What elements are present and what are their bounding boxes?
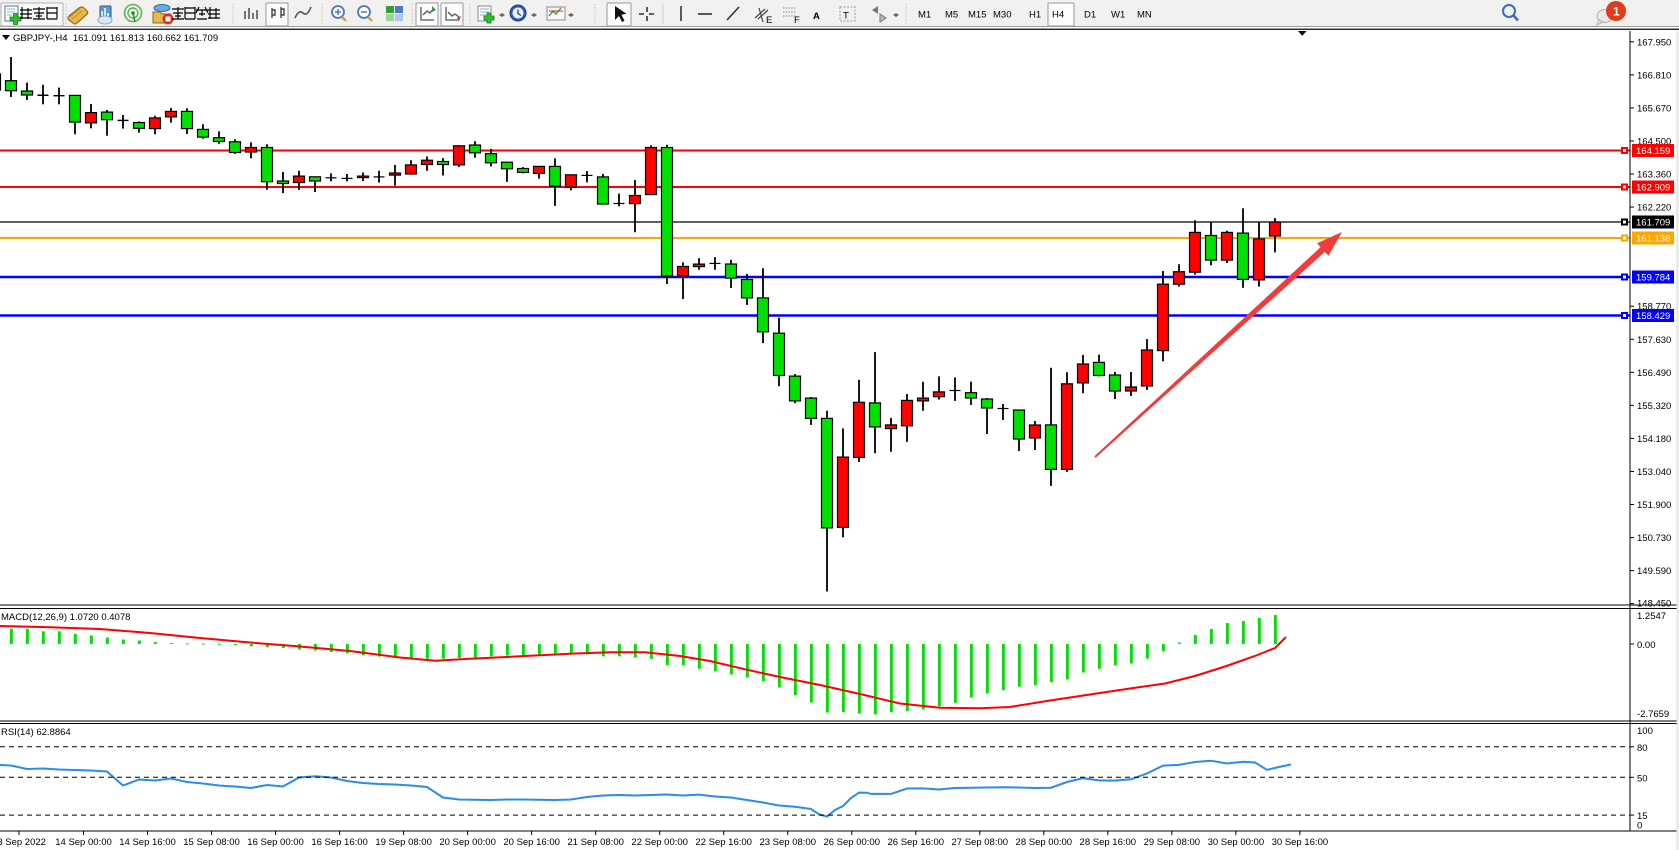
svg-text:22 Sep 16:00: 22 Sep 16:00 xyxy=(695,837,752,848)
svg-text:A: A xyxy=(813,11,820,22)
svg-text:26 Sep 16:00: 26 Sep 16:00 xyxy=(887,837,944,848)
svg-text:M15: M15 xyxy=(968,10,986,21)
svg-text:RSI(14) 62.8864: RSI(14) 62.8864 xyxy=(1,727,71,738)
svg-text:0.00: 0.00 xyxy=(1637,640,1656,651)
svg-text:14 Sep 16:00: 14 Sep 16:00 xyxy=(119,837,176,848)
svg-text:H1: H1 xyxy=(1029,10,1041,21)
svg-text:MACD(12,26,9) 1.0720 0.4078: MACD(12,26,9) 1.0720 0.4078 xyxy=(1,612,130,623)
svg-text:164.500: 164.500 xyxy=(1637,136,1671,147)
svg-text:13 Sep 2022: 13 Sep 2022 xyxy=(0,837,46,848)
svg-text:158.429: 158.429 xyxy=(1636,311,1670,322)
svg-text:153.040: 153.040 xyxy=(1637,467,1671,478)
svg-text:165.670: 165.670 xyxy=(1637,103,1671,114)
svg-text:26 Sep 00:00: 26 Sep 00:00 xyxy=(823,837,880,848)
svg-text:15 Sep 08:00: 15 Sep 08:00 xyxy=(183,837,240,848)
svg-text:159.784: 159.784 xyxy=(1636,273,1670,284)
svg-text:1.2547: 1.2547 xyxy=(1637,611,1666,622)
svg-text:29 Sep 08:00: 29 Sep 08:00 xyxy=(1144,837,1201,848)
svg-text:150.730: 150.730 xyxy=(1637,533,1671,544)
svg-text:164.159: 164.159 xyxy=(1636,146,1670,157)
svg-text:21 Sep 08:00: 21 Sep 08:00 xyxy=(567,837,624,848)
svg-text:M5: M5 xyxy=(945,10,958,21)
svg-text:D1: D1 xyxy=(1084,10,1096,21)
svg-text:22 Sep 00:00: 22 Sep 00:00 xyxy=(631,837,688,848)
svg-text:50: 50 xyxy=(1637,773,1648,784)
svg-text:30 Sep 00:00: 30 Sep 00:00 xyxy=(1208,837,1265,848)
svg-text:0: 0 xyxy=(1637,821,1642,832)
svg-text:30 Sep 16:00: 30 Sep 16:00 xyxy=(1272,837,1329,848)
svg-text:MN: MN xyxy=(1137,10,1152,21)
svg-text:14 Sep 00:00: 14 Sep 00:00 xyxy=(55,837,112,848)
svg-text:16 Sep 00:00: 16 Sep 00:00 xyxy=(247,837,304,848)
svg-text:20 Sep 00:00: 20 Sep 00:00 xyxy=(439,837,496,848)
svg-text:19 Sep 08:00: 19 Sep 08:00 xyxy=(375,837,432,848)
svg-text:161.709: 161.709 xyxy=(1636,218,1670,229)
svg-text:166.810: 166.810 xyxy=(1637,70,1671,81)
svg-text:-2.7659: -2.7659 xyxy=(1637,709,1669,720)
svg-text:27 Sep 08:00: 27 Sep 08:00 xyxy=(952,837,1009,848)
svg-text:T: T xyxy=(843,11,849,22)
svg-text:151.900: 151.900 xyxy=(1637,500,1671,511)
svg-text:16 Sep 16:00: 16 Sep 16:00 xyxy=(311,837,368,848)
svg-text:28 Sep 00:00: 28 Sep 00:00 xyxy=(1016,837,1073,848)
svg-text:23 Sep 08:00: 23 Sep 08:00 xyxy=(759,837,816,848)
svg-text:157.630: 157.630 xyxy=(1637,335,1671,346)
svg-text:GBPJPY-,H4 161.091 161.813 16: GBPJPY-,H4 161.091 161.813 160.662 161.7… xyxy=(13,33,218,44)
svg-text:161.138: 161.138 xyxy=(1636,234,1670,245)
svg-text:154.180: 154.180 xyxy=(1637,434,1671,445)
svg-text:163.360: 163.360 xyxy=(1637,170,1671,181)
svg-text:158.770: 158.770 xyxy=(1637,302,1671,313)
svg-text:M1: M1 xyxy=(918,10,931,21)
svg-text:167.950: 167.950 xyxy=(1637,37,1671,48)
svg-text:H4: H4 xyxy=(1052,10,1064,21)
svg-text:80: 80 xyxy=(1637,743,1648,754)
svg-text:149.590: 149.590 xyxy=(1637,566,1671,577)
svg-text:162.909: 162.909 xyxy=(1636,183,1670,194)
svg-text:15: 15 xyxy=(1637,811,1648,822)
svg-text:F: F xyxy=(794,15,800,26)
svg-text:20 Sep 16:00: 20 Sep 16:00 xyxy=(503,837,560,848)
svg-text:162.220: 162.220 xyxy=(1637,203,1671,214)
svg-text:100: 100 xyxy=(1637,726,1653,737)
svg-text:1: 1 xyxy=(1613,5,1620,19)
svg-text:E: E xyxy=(766,15,772,26)
svg-text:W1: W1 xyxy=(1111,10,1125,21)
svg-text:155.320: 155.320 xyxy=(1637,401,1671,412)
svg-text:28 Sep 16:00: 28 Sep 16:00 xyxy=(1080,837,1137,848)
svg-text:156.490: 156.490 xyxy=(1637,368,1671,379)
svg-text:148.450: 148.450 xyxy=(1637,598,1671,609)
svg-text:M30: M30 xyxy=(993,10,1011,21)
